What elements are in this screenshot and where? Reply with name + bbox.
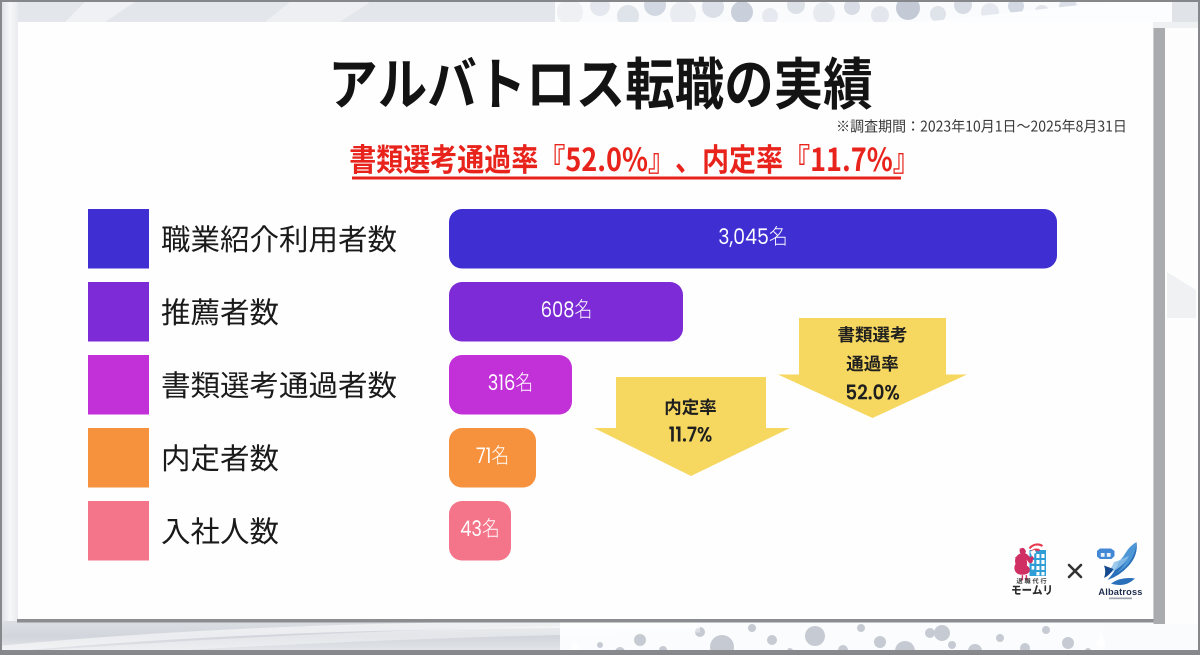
svg-text:Albatross: Albatross: [1098, 587, 1142, 597]
